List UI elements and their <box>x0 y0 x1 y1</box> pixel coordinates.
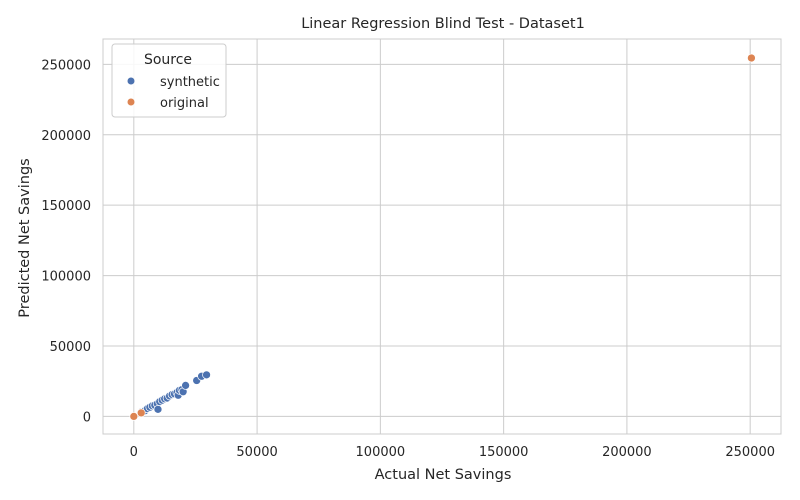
legend: Source synthetic original <box>111 43 227 118</box>
y-tick-label: 150000 <box>41 199 91 214</box>
plot-area-frame <box>102 38 782 435</box>
original-point <box>136 408 146 418</box>
x-tick-label: 250000 <box>725 445 775 460</box>
y-tick-label: 100000 <box>41 270 91 285</box>
synthetic-point <box>202 370 211 380</box>
y-tick-label: 250000 <box>41 58 91 73</box>
legend-marker-synthetic <box>127 77 135 85</box>
y-tick-label: 0 <box>83 410 91 425</box>
x-tick-label: 100000 <box>356 445 406 460</box>
synthetic-point <box>153 405 163 414</box>
x-tick-label: 0 <box>130 445 138 460</box>
legend-box <box>111 43 227 118</box>
legend-label-synthetic: synthetic <box>160 75 220 90</box>
original-point <box>129 412 139 421</box>
y-axis-label: Predicted Net Savings <box>17 158 33 317</box>
x-tick-label: 50000 <box>236 445 277 460</box>
original-point <box>747 53 756 63</box>
synthetic-point <box>181 381 190 390</box>
x-tick-label: 200000 <box>602 445 652 460</box>
y-tick-label: 200000 <box>41 129 91 144</box>
x-tick-label: 150000 <box>479 445 529 460</box>
legend-marker-original <box>127 98 135 106</box>
x-axis-label: Actual Net Savings <box>375 467 512 483</box>
tick-labels: 0 50000 100000 150000 200000 250000 0 50000 1000… <box>41 58 775 460</box>
chart-title: Linear Regression Blind Test - Dataset1 <box>301 16 585 32</box>
legend-label-original: original <box>160 96 209 111</box>
y-tick-label: 50000 <box>50 340 91 355</box>
data-points <box>129 53 756 421</box>
legend-title: Source <box>144 52 192 68</box>
